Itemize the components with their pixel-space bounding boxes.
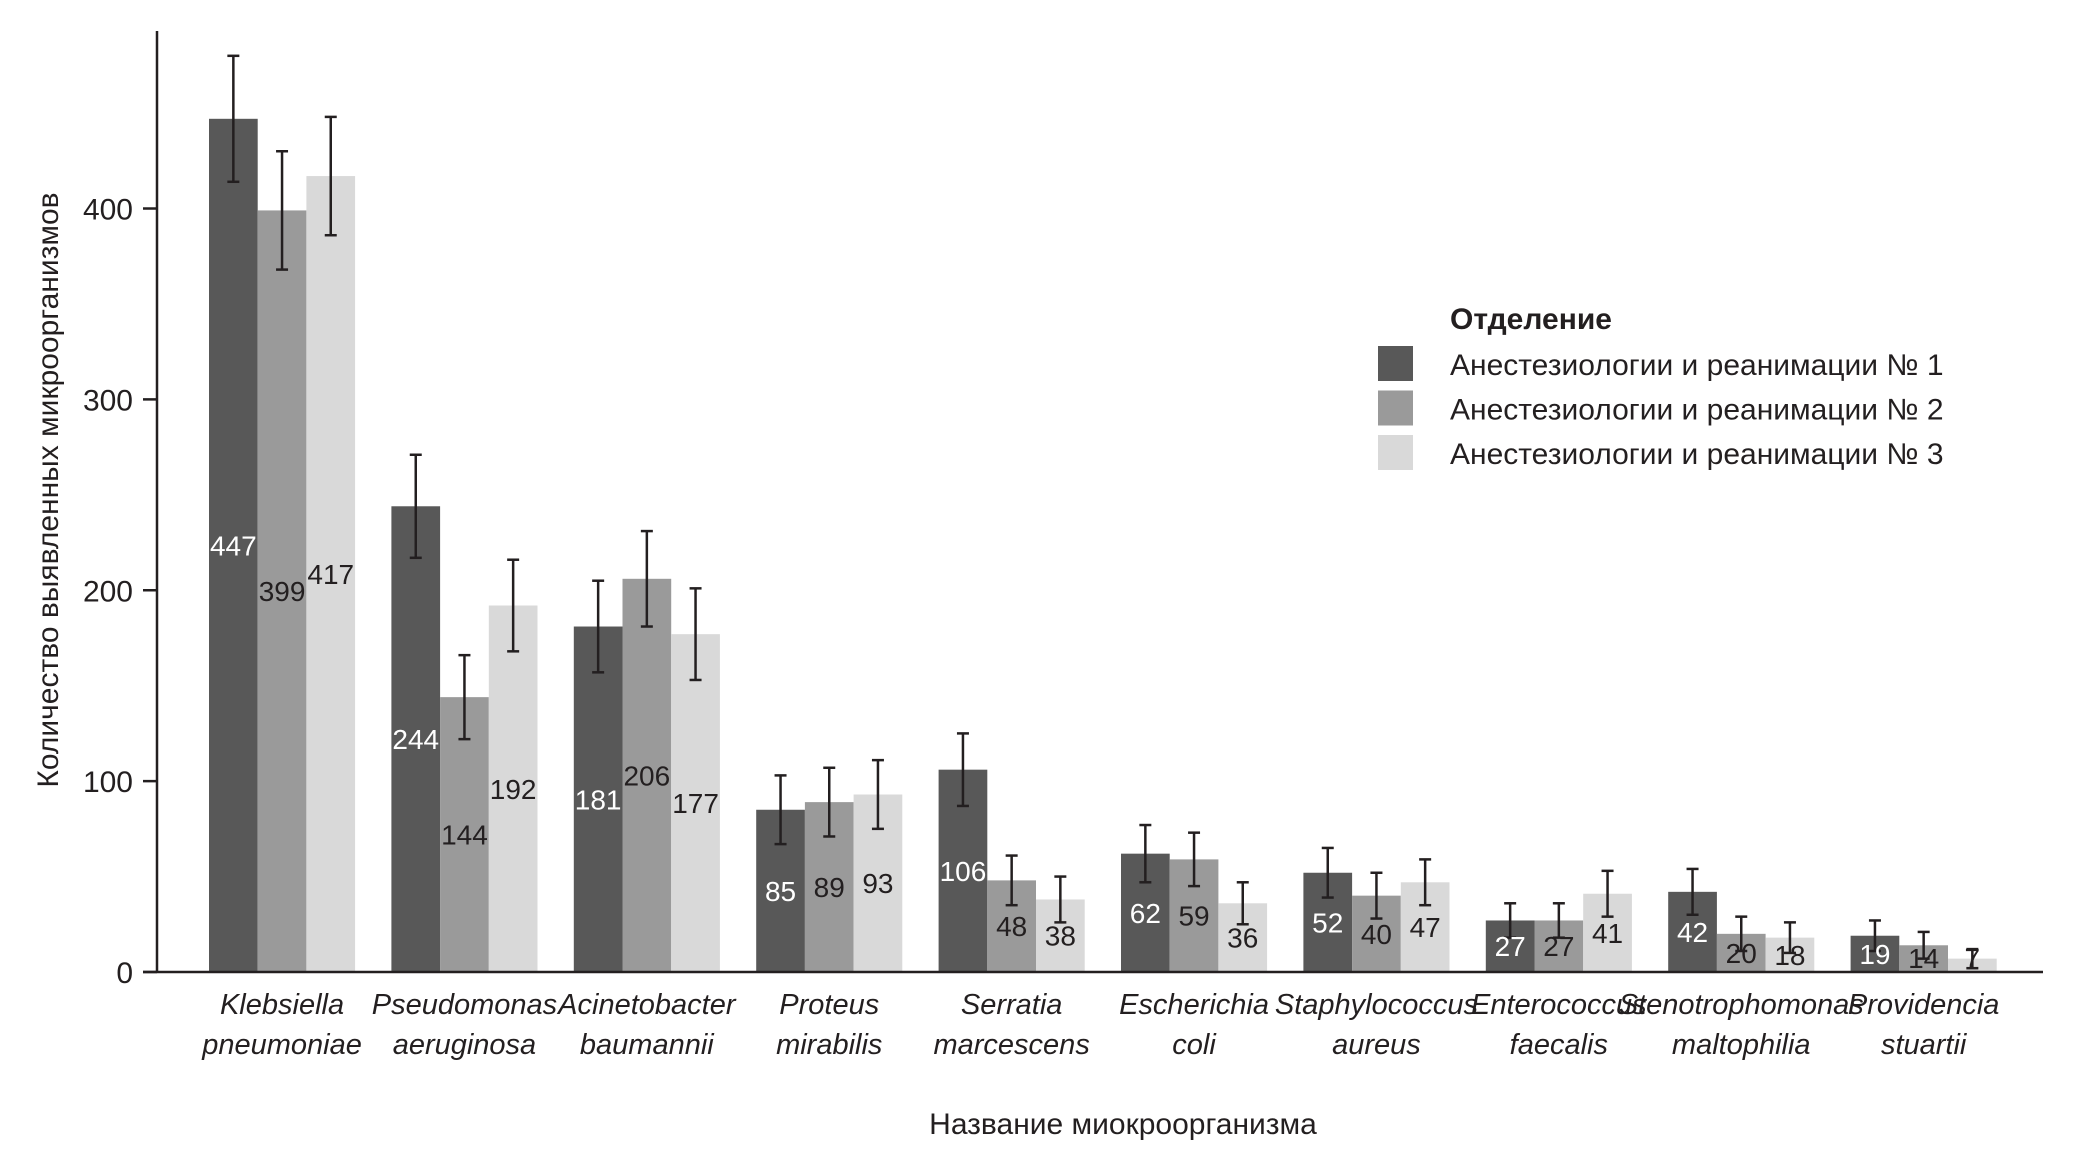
bar-value-label: 177 xyxy=(672,788,719,819)
y-tick-label: 0 xyxy=(116,957,133,990)
legend-title: Отделение xyxy=(1450,303,1612,336)
bar-value-label: 417 xyxy=(307,559,354,590)
x-category-label: Proteus mirabilis xyxy=(776,989,882,1061)
bar-value-label: 144 xyxy=(441,820,488,851)
bar xyxy=(257,210,307,973)
axes xyxy=(143,31,2043,974)
bar-value-label: 41 xyxy=(1592,918,1623,949)
y-tick-label: 200 xyxy=(83,575,133,608)
bar-value-label: 59 xyxy=(1178,901,1209,932)
bar-value-label: 18 xyxy=(1774,940,1805,971)
bar-value-label: 48 xyxy=(996,911,1027,942)
bar-value-label: 20 xyxy=(1726,938,1757,969)
y-axis-title: Количество выявленных микроорганизмов xyxy=(32,192,65,787)
bar xyxy=(573,626,623,972)
bar xyxy=(440,697,489,972)
bar-value-label: 7 xyxy=(1965,943,1981,974)
bar-value-label: 244 xyxy=(392,724,439,755)
bar xyxy=(391,506,441,972)
bar xyxy=(306,176,356,973)
x-category-label: Providencia stuartii xyxy=(1848,989,2000,1061)
legend: Отделение Анестезиологии и реанимации № … xyxy=(1378,303,1944,471)
y-ticks: 0 100 200 300 400 xyxy=(83,194,157,990)
y-tick-label: 400 xyxy=(83,194,133,227)
y-tick-label: 300 xyxy=(83,384,133,417)
x-category-label: Pseudomonas aeruginosa xyxy=(372,989,557,1061)
legend-label: Анестезиологии и реанимации № 3 xyxy=(1450,438,1944,471)
legend-items: Анестезиологии и реанимации № 1 Анестезио… xyxy=(1378,346,1944,471)
bar-value-label: 36 xyxy=(1227,923,1258,954)
bar-value-label: 27 xyxy=(1543,931,1574,962)
bar-value-label: 93 xyxy=(862,868,893,899)
bar xyxy=(488,605,538,972)
x-category-label: Acinetobacter baumannii xyxy=(556,989,737,1061)
x-category-label: Klebsiella pneumoniae xyxy=(201,989,362,1061)
legend-swatch xyxy=(1378,390,1413,426)
x-category-label: Staphylococcus aureus xyxy=(1275,989,1478,1061)
y-tick-label: 100 xyxy=(83,766,133,799)
bar-value-label: 447 xyxy=(210,530,257,561)
bar-value-label: 47 xyxy=(1410,912,1441,943)
bar-value-label: 27 xyxy=(1495,931,1526,962)
legend-label: Анестезиологии и реанимации № 2 xyxy=(1450,394,1944,427)
x-axis-title: Название миокроорганизма xyxy=(929,1108,1317,1141)
legend-swatch xyxy=(1378,435,1413,470)
bar-value-label: 206 xyxy=(623,760,670,791)
bar xyxy=(209,118,258,973)
bar-value-label: 42 xyxy=(1677,917,1708,948)
bar-value-label: 181 xyxy=(575,784,622,815)
bar-value-label: 89 xyxy=(814,872,845,903)
x-category-label: Stenotrophomonas maltophilia xyxy=(1619,989,1864,1061)
bar-value-label: 85 xyxy=(765,876,796,907)
bar-value-label: 106 xyxy=(940,856,987,887)
legend-label: Анестезиологии и реанимации № 1 xyxy=(1450,349,1944,382)
bar-value-label: 19 xyxy=(1859,939,1890,970)
bar-value-label: 40 xyxy=(1361,919,1392,950)
bar-value-label: 399 xyxy=(259,576,306,607)
bar xyxy=(622,578,672,972)
x-category-label: Serratia marcescens xyxy=(933,989,1089,1061)
legend-swatch xyxy=(1378,346,1413,381)
bar-value-label: 192 xyxy=(490,774,537,805)
bar-value-label: 38 xyxy=(1045,921,1076,952)
error-bars-layer xyxy=(227,54,1979,970)
bar xyxy=(671,634,720,972)
x-category-label: Enterococcus faecalis xyxy=(1471,989,1647,1061)
bar-value-label: 14 xyxy=(1908,943,1939,974)
bar-value-label: 52 xyxy=(1312,907,1343,938)
bars-layer xyxy=(209,118,1997,973)
bar-value-label: 62 xyxy=(1130,898,1161,929)
x-category-label: Escherichia coli xyxy=(1119,989,1269,1061)
